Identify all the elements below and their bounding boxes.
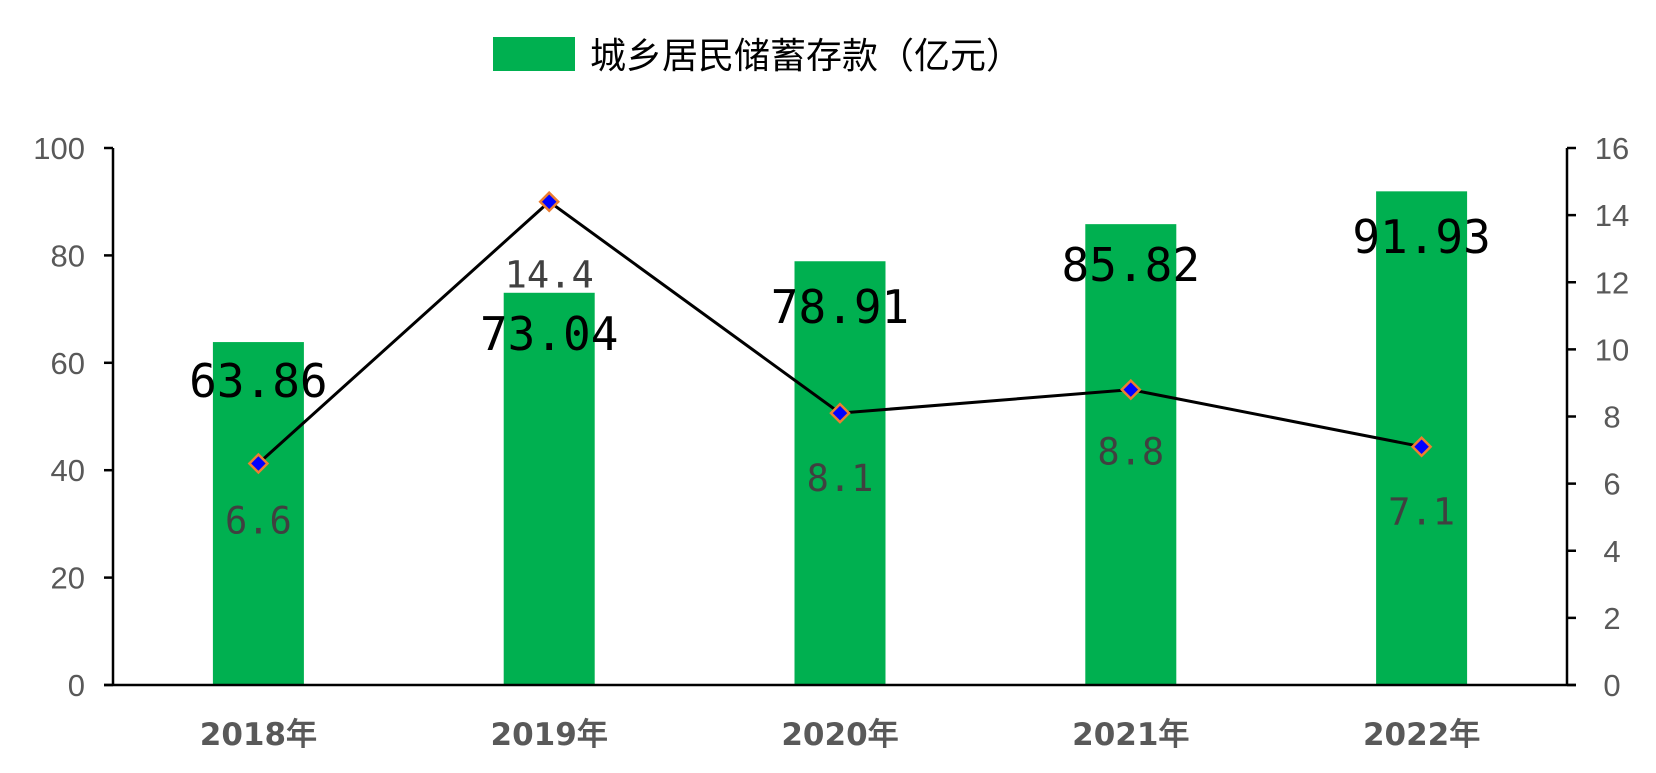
- bar-2018年: [212, 342, 304, 685]
- bar-labels-group: 63.86 73.04 78.91 85.82 91.93: [189, 210, 1491, 408]
- legend-label-savings: 城乡居民储蓄存款（亿元）: [590, 36, 1022, 77]
- line-point-2019年: [538, 190, 560, 213]
- bars-group: [212, 191, 1468, 685]
- y-tick-label-left: 0: [68, 668, 85, 703]
- axes-group: 0 20 40 60 80 100 0 2 4 6 8 10 12 14 16 2018年 2019年 2020年…: [33, 131, 1629, 753]
- y-tick-label-right: 10: [1595, 332, 1629, 367]
- line-value-label: 6.6: [225, 499, 292, 542]
- y-tick-label-left: 100: [33, 131, 85, 166]
- y-tick-label-left: 20: [51, 561, 85, 596]
- y-tick-label-left: 40: [51, 453, 85, 488]
- x-tick-label: 2022年: [1363, 717, 1480, 753]
- y-tick-label-right: 16: [1595, 131, 1629, 166]
- y-tick-label-right: 2: [1603, 601, 1620, 636]
- bar-value-label: 63.86: [189, 354, 327, 408]
- line-value-label: 8.8: [1097, 431, 1164, 474]
- bar-value-label: 73.04: [480, 307, 618, 361]
- y-tick-label-right: 14: [1595, 198, 1629, 233]
- y-tick-label-left: 60: [51, 346, 85, 381]
- bar-value-label: 85.82: [1062, 238, 1200, 292]
- x-tick-label: 2019年: [491, 717, 608, 753]
- y-tick-label-right: 12: [1595, 265, 1629, 300]
- bar-value-label: 78.91: [771, 280, 909, 334]
- line-value-label: 8.1: [807, 457, 874, 500]
- legend: 城乡居民储蓄存款（亿元）: [493, 36, 1022, 77]
- bar-2020年: [794, 261, 886, 685]
- x-tick-label: 2018年: [200, 717, 317, 753]
- y-tick-label-right: 0: [1603, 668, 1620, 703]
- legend-swatch-savings: [493, 37, 575, 71]
- y-tick-label-left: 80: [51, 238, 85, 273]
- bar-2021年: [1085, 224, 1177, 685]
- line-value-label: 7.1: [1388, 491, 1455, 534]
- line-point-2022年: [1410, 435, 1433, 458]
- line-series-group: [247, 190, 1433, 475]
- line-point-2018年: [247, 452, 270, 475]
- y-tick-label-right: 4: [1603, 534, 1620, 569]
- line-point-2021年: [1120, 378, 1142, 401]
- x-tick-label: 2020年: [781, 717, 898, 753]
- y-tick-label-right: 8: [1603, 400, 1620, 435]
- line-labels-group: 6.6 14.4 8.1 8.8 7.1: [225, 254, 1455, 543]
- y-tick-label-right: 6: [1603, 467, 1620, 502]
- line-point-2020年: [829, 402, 851, 424]
- bar-value-label: 91.93: [1352, 210, 1490, 264]
- line-value-label: 14.4: [505, 254, 594, 297]
- x-tick-label: 2021年: [1072, 717, 1189, 753]
- bar-2019年: [503, 292, 595, 685]
